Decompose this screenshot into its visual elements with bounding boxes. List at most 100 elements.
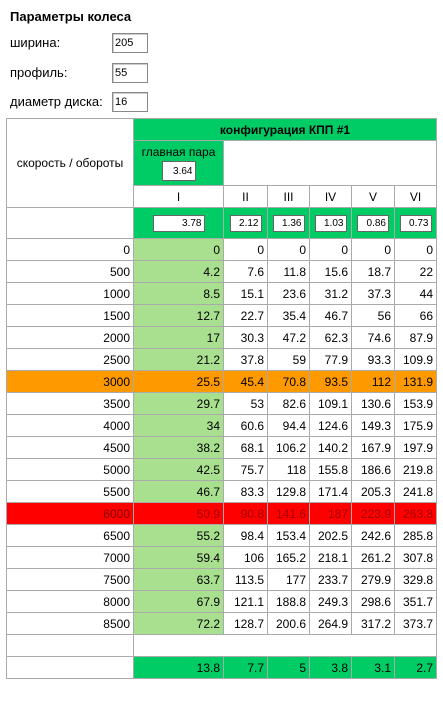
table-row: 2500 21.2 37.8 59 77.9 93.3 109.9 [6, 348, 438, 371]
width-input[interactable] [112, 33, 148, 53]
speed-cell: 55.2 [133, 524, 224, 547]
gear-header-6: VI [393, 185, 438, 208]
speed-cell: 47.2 [267, 326, 310, 349]
speed-cell: 56 [351, 304, 395, 327]
speed-cell: 72.2 [133, 612, 224, 635]
ratio-cell-2 [223, 207, 268, 239]
footer-cell-2: 7.7 [223, 656, 268, 679]
table-row: 8500 72.2 128.7 200.6 264.9 317.2 373.7 [6, 612, 438, 635]
speed-cell: 23.6 [267, 282, 310, 305]
speed-cell: 219.8 [393, 458, 438, 481]
speed-cell: 11.8 [267, 260, 310, 283]
main-pair-cell: главная пара [133, 140, 224, 186]
speed-cell: 7.6 [223, 260, 268, 283]
config-title: конфигурация КПП #1 [132, 118, 438, 141]
speed-cell: 171.4 [309, 480, 352, 503]
speed-cell: 98.4 [223, 524, 268, 547]
speed-cell: 83.3 [223, 480, 268, 503]
rpm-cell: 500 [6, 260, 134, 283]
speed-cell: 77.9 [309, 348, 352, 371]
speed-cell: 298.6 [351, 590, 395, 613]
table-row: 3500 29.7 53 82.6 109.1 130.6 153.9 [6, 392, 438, 415]
speed-cell: 94.4 [267, 414, 310, 437]
speed-cell: 188.8 [267, 590, 310, 613]
speed-cell: 109.9 [393, 348, 438, 371]
speed-cell: 153.4 [267, 524, 310, 547]
table-row: 6500 55.2 98.4 153.4 202.5 242.6 285.8 [6, 524, 438, 547]
rpm-cell: 4000 [6, 414, 134, 437]
speed-cell: 118 [267, 458, 310, 481]
speed-cell: 38.2 [133, 436, 224, 459]
speed-cell: 0 [351, 238, 395, 261]
spacer-cell [6, 634, 134, 657]
speed-cell: 317.2 [351, 612, 395, 635]
main-pair-label: главная пара [141, 145, 216, 159]
speed-cell: 264.9 [309, 612, 352, 635]
ratio-cell-6 [393, 207, 438, 239]
speed-cell: 130.6 [351, 392, 395, 415]
speed-cell: 50.9 [133, 502, 224, 525]
speed-cell: 93.5 [309, 370, 352, 393]
rpm-cell: 2500 [6, 348, 134, 371]
speed-cell: 175.9 [393, 414, 438, 437]
speed-cell: 279.9 [351, 568, 395, 591]
speed-cell: 68.1 [223, 436, 268, 459]
main-pair-input[interactable] [161, 161, 196, 181]
speed-cell: 67.9 [133, 590, 224, 613]
footer-row: 13.8 7.7 5 3.8 3.1 2.7 [6, 656, 438, 679]
speed-cell: 242.6 [351, 524, 395, 547]
gear-header-1: I [133, 185, 224, 208]
rpm-cell: 6500 [6, 524, 134, 547]
profile-input[interactable] [112, 63, 148, 83]
rpm-cell: 3500 [6, 392, 134, 415]
ratio-cell-5 [351, 207, 395, 239]
speed-cell: 106.2 [267, 436, 310, 459]
ratio-input-5[interactable] [357, 214, 389, 232]
speed-cell: 121.1 [223, 590, 268, 613]
rpm-cell: 1000 [6, 282, 134, 305]
speed-cell: 62.3 [309, 326, 352, 349]
speed-cell: 0 [267, 238, 310, 261]
profile-label: профиль: [10, 65, 68, 80]
speed-cell: 66 [393, 304, 438, 327]
speed-cell: 141.6 [267, 502, 310, 525]
speed-cell: 35.4 [267, 304, 310, 327]
speed-cell: 4.2 [133, 260, 224, 283]
speed-cell: 70.8 [267, 370, 310, 393]
speed-cell: 307.8 [393, 546, 438, 569]
footer-cell-5: 3.1 [351, 656, 395, 679]
speed-cell: 373.7 [393, 612, 438, 635]
ratio-input-1[interactable] [152, 214, 205, 232]
speed-cell: 87.9 [393, 326, 438, 349]
table-row: 4500 38.2 68.1 106.2 140.2 167.9 197.9 [6, 436, 438, 459]
table-row: 6000 50.9 90.8 141.6 187 223.9 263.8 [6, 502, 438, 525]
speed-cell: 29.7 [133, 392, 224, 415]
width-label: ширина: [10, 35, 61, 50]
footer-cell-4: 3.8 [309, 656, 352, 679]
table-row: 7500 63.7 113.5 177 233.7 279.9 329.8 [6, 568, 438, 591]
speed-cell: 0 [223, 238, 268, 261]
speed-cell: 8.5 [133, 282, 224, 305]
table-row: 1000 8.5 15.1 23.6 31.2 37.3 44 [6, 282, 438, 305]
footer-cell-3: 5 [267, 656, 310, 679]
ratio-cell-1 [133, 207, 224, 239]
ratio-input-3[interactable] [272, 214, 305, 232]
spacer-cell [133, 634, 438, 657]
speed-cell: 202.5 [309, 524, 352, 547]
ratio-cell-4 [309, 207, 352, 239]
gear-header-4: IV [309, 185, 352, 208]
ratio-input-2[interactable] [229, 214, 262, 232]
ratio-input-4[interactable] [314, 214, 347, 232]
speed-cell: 200.6 [267, 612, 310, 635]
table-row: 4000 34 60.6 94.4 124.6 149.3 175.9 [6, 414, 438, 437]
speed-cell: 44 [393, 282, 438, 305]
speed-cell: 22 [393, 260, 438, 283]
speed-cell: 63.7 [133, 568, 224, 591]
ratio-input-6[interactable] [399, 214, 432, 232]
speed-cell: 93.3 [351, 348, 395, 371]
speed-cell: 46.7 [133, 480, 224, 503]
diameter-input[interactable] [112, 92, 148, 112]
speed-cell: 82.6 [267, 392, 310, 415]
table-row: 7000 59.4 106 165.2 218.1 261.2 307.8 [6, 546, 438, 569]
table-row: 1500 12.7 22.7 35.4 46.7 56 66 [6, 304, 438, 327]
